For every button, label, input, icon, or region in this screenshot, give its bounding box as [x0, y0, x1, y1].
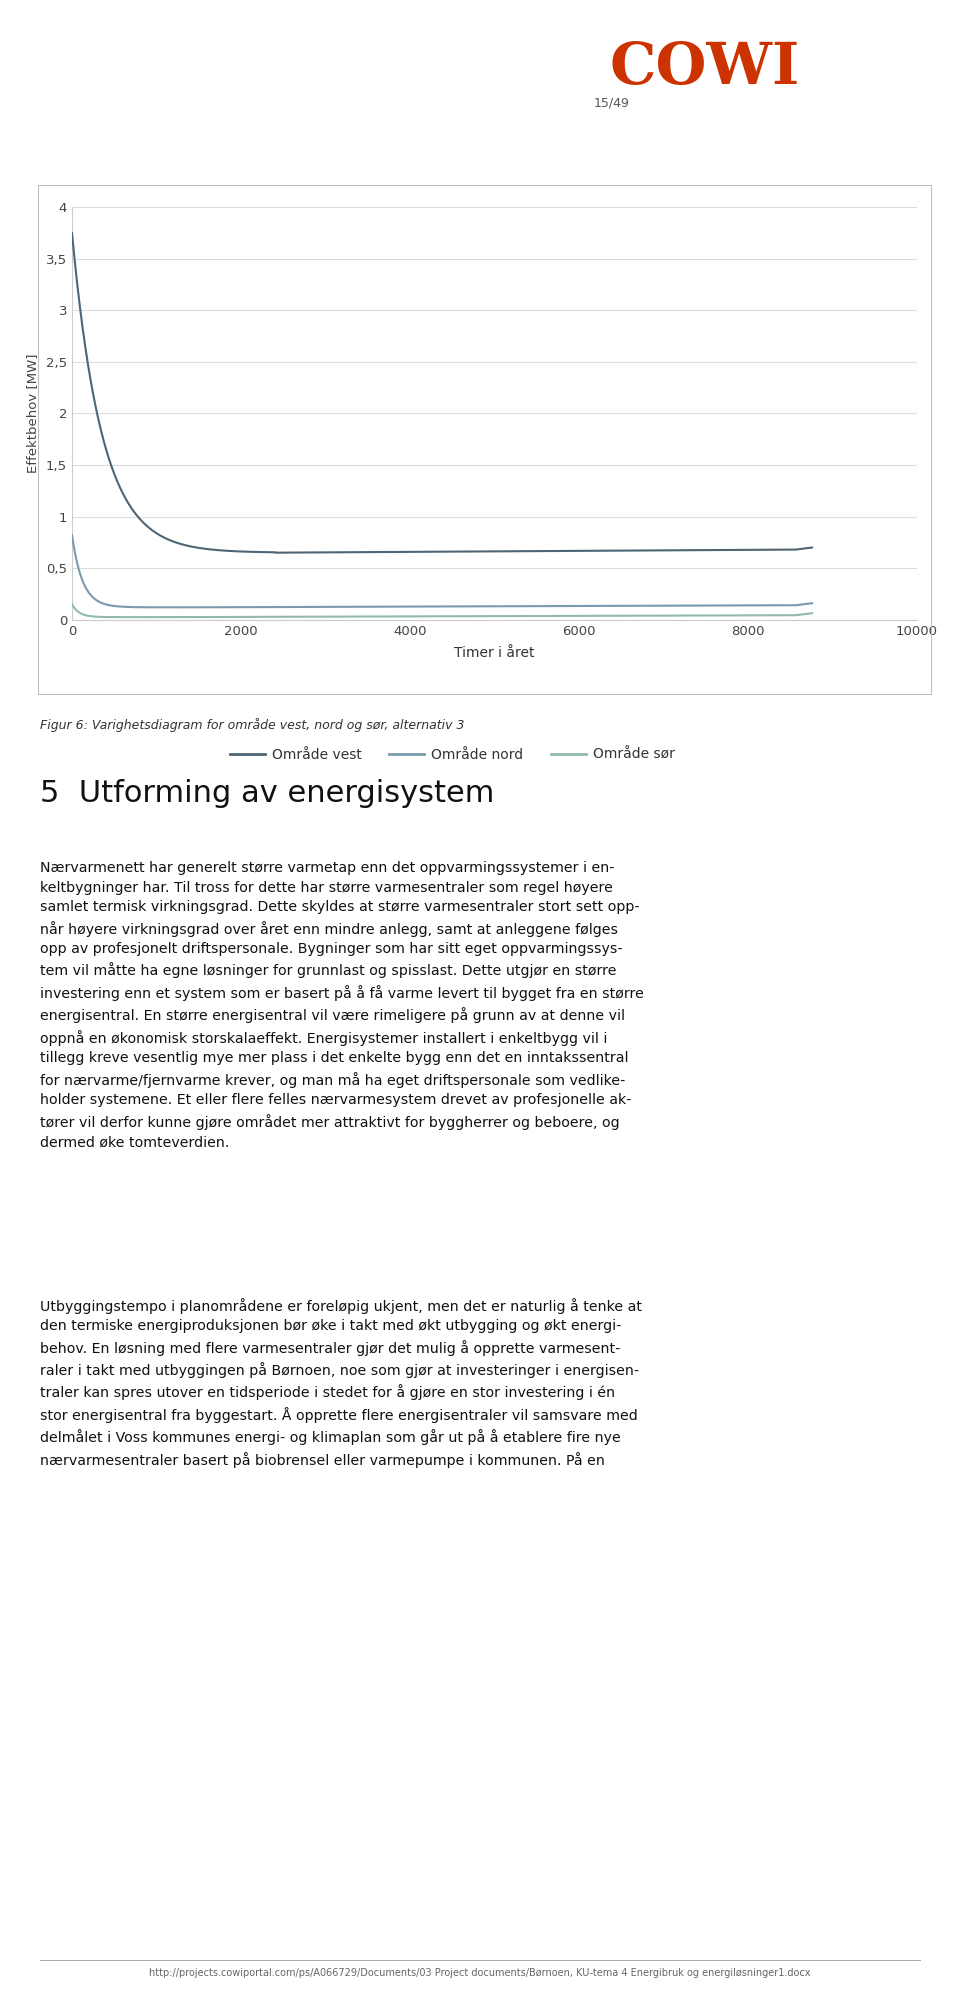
Legend: Område vest, Område nord, Område sør: Område vest, Område nord, Område sør: [225, 742, 680, 767]
Text: Utbyggingstempo i planområdene er foreløpig ukjent, men det er naturlig å tenke : Utbyggingstempo i planområdene er forelø…: [40, 1298, 642, 1469]
Text: http://projects.cowiportal.com/ps/A066729/Documents/03 Project documents/Børnoen: http://projects.cowiportal.com/ps/A06672…: [149, 1968, 811, 1978]
X-axis label: Timer i året: Timer i året: [454, 646, 535, 660]
Text: Nærvarmenett har generelt større varmetap enn det oppvarmingssystemer i en-
kelt: Nærvarmenett har generelt større varmeta…: [40, 861, 644, 1149]
Text: 5  Utforming av energisystem: 5 Utforming av energisystem: [40, 779, 494, 807]
Y-axis label: Effektbehov [MW]: Effektbehov [MW]: [26, 354, 39, 473]
Text: COWI: COWI: [610, 40, 800, 97]
Text: 15/49: 15/49: [593, 97, 629, 109]
Text: Figur 6: Varighetsdiagram for område vest, nord og sør, alternativ 3: Figur 6: Varighetsdiagram for område ves…: [40, 718, 465, 732]
